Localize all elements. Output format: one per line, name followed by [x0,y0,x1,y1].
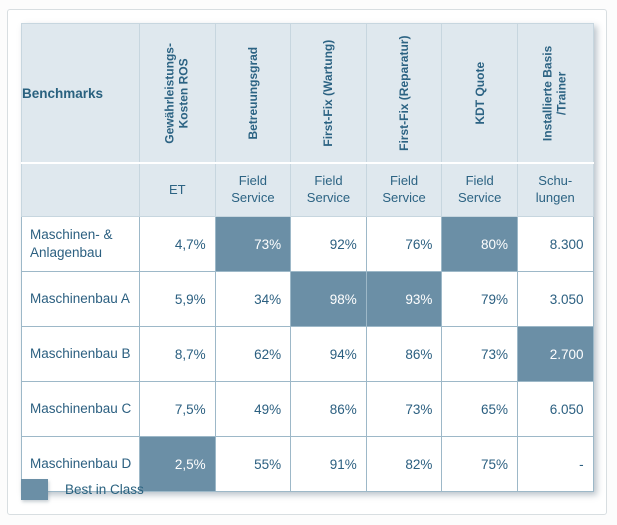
cell-value: 55% [214,436,292,492]
unit-header: Field Service [214,162,292,217]
column-header-betreuungsgrad: Betreuungsgrad [214,23,292,164]
cell-value: 82% [365,436,443,492]
cell-value: 75% [441,436,518,492]
cell-value: 92% [290,216,367,272]
unit-header: Field Service [290,162,367,217]
cell-value: 8,7% [139,326,216,382]
unit-header-empty [21,162,140,217]
metric-header-row: Benchmarks Gewährleistungs-Kosten ROS Be… [21,23,594,164]
benchmark-table: Benchmarks Gewährleistungs-Kosten ROS Be… [21,23,594,492]
cell-value: 79% [441,271,518,327]
cell-value: 93% [365,271,443,327]
row-label: Maschinen- & Anlagenbau [21,216,140,272]
cell-value: 98% [290,271,367,327]
column-header-label: Installierte Basis /Trainer [540,45,570,141]
column-header-gewaehrleistungskosten: Gewährleistungs-Kosten ROS [139,23,216,164]
row-label: Maschinenbau A [21,271,140,327]
cell-value: 86% [365,326,443,382]
column-header-label: First-Fix (Reparatur) [396,35,411,151]
cell-value: 65% [441,381,518,437]
cell-value: 2.700 [516,326,594,382]
unit-header: Field Service [441,162,518,217]
cell-value: 5,9% [139,271,216,327]
column-header-label: First-Fix (Wartung) [321,39,336,147]
table-title: Benchmarks [21,23,140,164]
cell-value: 73% [365,381,443,437]
legend: Best in Class [21,479,144,500]
cell-value: 80% [441,216,518,272]
column-header-firstfix-reparatur: First-Fix (Reparatur) [365,23,443,164]
unit-header: ET [139,162,216,217]
column-header-kdt-quote: KDT Quote [441,23,518,164]
cell-value: 6.050 [516,381,594,437]
benchmark-panel: Benchmarks Gewährleistungs-Kosten ROS Be… [7,9,607,515]
cell-value: 73% [441,326,518,382]
cell-value: 86% [290,381,367,437]
best-in-class-swatch [21,479,48,500]
cell-value: 62% [214,326,292,382]
cell-value: 2,5% [139,436,216,492]
table-row: Maschinenbau C 7,5% 49% 86% 73% 65% 6.05… [21,381,594,437]
column-header-label: KDT Quote [472,61,487,125]
column-header-firstfix-wartung: First-Fix (Wartung) [290,23,367,164]
unit-header: Field Service [365,162,443,217]
cell-value: 94% [290,326,367,382]
cell-value: 4,7% [139,216,216,272]
column-header-label: Gewährleistungs-Kosten ROS [162,42,192,144]
cell-value: 7,5% [139,381,216,437]
legend-label: Best in Class [65,482,144,497]
table-row: Maschinen- & Anlagenbau 4,7% 73% 92% 76%… [21,216,594,272]
unit-header-row: ET Field Service Field Service Field Ser… [21,162,594,217]
cell-value: 73% [214,216,292,272]
table-row: Maschinenbau B 8,7% 62% 94% 86% 73% 2.70… [21,326,594,382]
cell-value: 49% [214,381,292,437]
row-label: Maschinenbau C [21,381,140,437]
table-row: Maschinenbau A 5,9% 34% 98% 93% 79% 3.05… [21,271,594,327]
row-label: Maschinenbau B [21,326,140,382]
cell-value: 91% [290,436,367,492]
column-header-label: Betreuungsgrad [245,46,260,140]
cell-value: 34% [214,271,292,327]
cell-value: 76% [365,216,443,272]
cell-value: 3.050 [516,271,594,327]
cell-value: 8.300 [516,216,594,272]
cell-value: - [516,436,594,492]
unit-header: Schu-lungen [516,162,594,217]
column-header-installierte-basis: Installierte Basis /Trainer [516,23,594,164]
